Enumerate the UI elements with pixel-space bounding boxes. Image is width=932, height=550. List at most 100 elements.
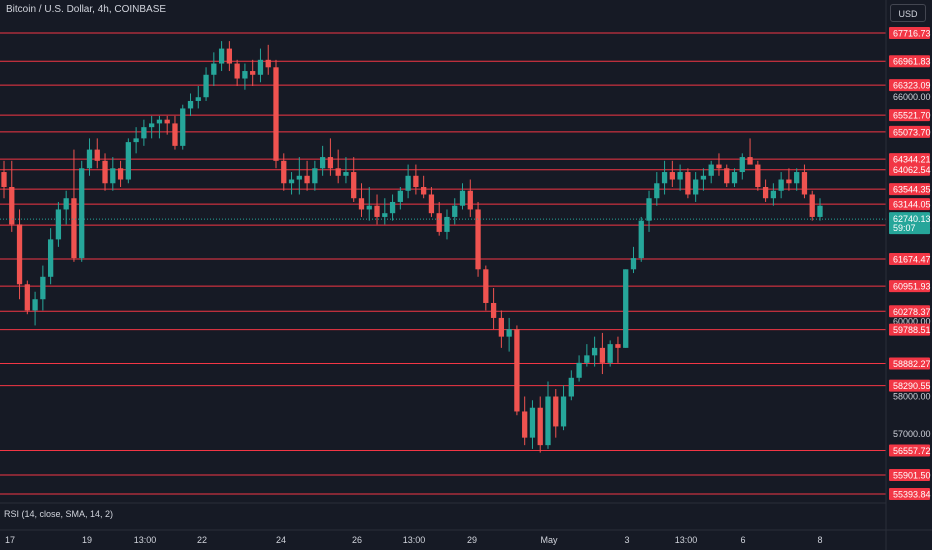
candle-6 [47, 228, 54, 285]
candle-93 [724, 164, 730, 188]
candle-body [514, 329, 520, 412]
candle-20 [156, 115, 163, 139]
candle-84 [654, 172, 660, 206]
candle-body [747, 157, 753, 165]
level-labels: 67716.73 66961.83 66323.09 65521.70 65073.70… [889, 27, 931, 500]
level-label-8: 63144.05 [889, 198, 931, 211]
candle-56 [436, 201, 442, 236]
candle-37 [288, 172, 295, 195]
candle-body [545, 396, 551, 446]
candle-39 [304, 160, 310, 191]
candle-body [71, 198, 77, 259]
current-price-countdown: 59:07 [893, 223, 916, 233]
candle-body [312, 168, 318, 184]
candle-body [475, 209, 481, 270]
candle-body [452, 205, 458, 217]
candle-49 [382, 198, 388, 225]
candle-17 [133, 127, 139, 154]
candle-78 [607, 340, 613, 367]
x-tick-11: 6 [740, 535, 745, 545]
candle-body [529, 407, 536, 438]
candle-68 [529, 400, 536, 449]
candle-45 [351, 157, 357, 202]
svg-text:58882.27: 58882.27 [893, 359, 931, 369]
candle-16 [125, 138, 131, 184]
candle-body [242, 71, 248, 79]
candle-body [762, 187, 769, 199]
candle-26 [203, 67, 209, 101]
candle-85 [661, 160, 668, 195]
candle-3 [24, 280, 30, 315]
candle-body [389, 201, 396, 214]
candle-body [9, 187, 15, 225]
candle-body [24, 284, 30, 311]
candle-101 [786, 168, 792, 191]
candle-body [560, 396, 567, 427]
candle-47 [366, 187, 372, 221]
candle-body [149, 123, 155, 128]
candle-body [708, 164, 714, 176]
candle-body [366, 205, 372, 210]
candle-body [615, 344, 621, 348]
candle-body [498, 317, 505, 337]
x-tick-1: 19 [82, 535, 92, 545]
candle-22 [172, 115, 178, 150]
candle-body [397, 190, 403, 202]
candle-36 [281, 153, 287, 191]
candle-body [32, 299, 38, 311]
candle-23 [180, 104, 186, 150]
svg-text:63544.35: 63544.35 [893, 185, 931, 195]
candle-35 [273, 59, 279, 169]
candle-body [63, 198, 69, 210]
candle-body [669, 172, 675, 180]
candle-43 [335, 149, 341, 184]
svg-text:58290.55: 58290.55 [893, 381, 931, 391]
candle-14 [110, 157, 116, 191]
candle-100 [778, 172, 784, 199]
candle-body [506, 329, 512, 337]
svg-text:65073.70: 65073.70 [893, 127, 931, 137]
x-tick-5: 26 [352, 535, 362, 545]
level-label-13: 59788.51 [889, 323, 931, 336]
candle-98 [762, 179, 769, 202]
candle-body [413, 175, 419, 188]
candle-42 [327, 138, 334, 176]
rsi-indicator-label[interactable]: RSI (14, close, SMA, 14, 2) [4, 509, 114, 519]
candle-body [281, 160, 287, 184]
candle-body [739, 157, 745, 173]
x-tick-10: 13:00 [675, 535, 698, 545]
candle-81 [630, 246, 637, 274]
candle-66 [514, 325, 520, 416]
candle-body [591, 347, 598, 356]
level-label-3: 65521.70 [889, 109, 931, 122]
candle-33 [257, 48, 264, 83]
level-label-18: 55393.84 [889, 488, 931, 500]
candle-31 [242, 63, 248, 90]
y-tick-1: 60000.00 [893, 317, 931, 327]
price-axis[interactable] [886, 0, 932, 550]
svg-text:63144.05: 63144.05 [893, 200, 931, 210]
x-tick-3: 22 [197, 535, 207, 545]
candle-77 [599, 332, 606, 375]
svg-text:64062.54: 64062.54 [893, 165, 931, 175]
x-tick-2: 13:00 [134, 535, 157, 545]
candle-9 [71, 149, 77, 262]
candle-19 [149, 115, 155, 139]
candle-body [180, 108, 186, 146]
candle-5 [40, 265, 46, 311]
candle-body [141, 127, 147, 139]
candle-body [778, 179, 784, 191]
level-label-16: 56557.72 [889, 444, 931, 457]
candle-body [630, 258, 637, 270]
candle-21 [164, 115, 170, 135]
candle-29 [226, 41, 233, 72]
candle-86 [669, 160, 675, 188]
candle-54 [421, 175, 427, 199]
currency-button[interactable]: USD [890, 4, 926, 22]
x-tick-9: 3 [624, 535, 629, 545]
svg-text:55393.84: 55393.84 [893, 490, 931, 500]
candle-body [79, 168, 85, 259]
candle-70 [545, 381, 551, 449]
